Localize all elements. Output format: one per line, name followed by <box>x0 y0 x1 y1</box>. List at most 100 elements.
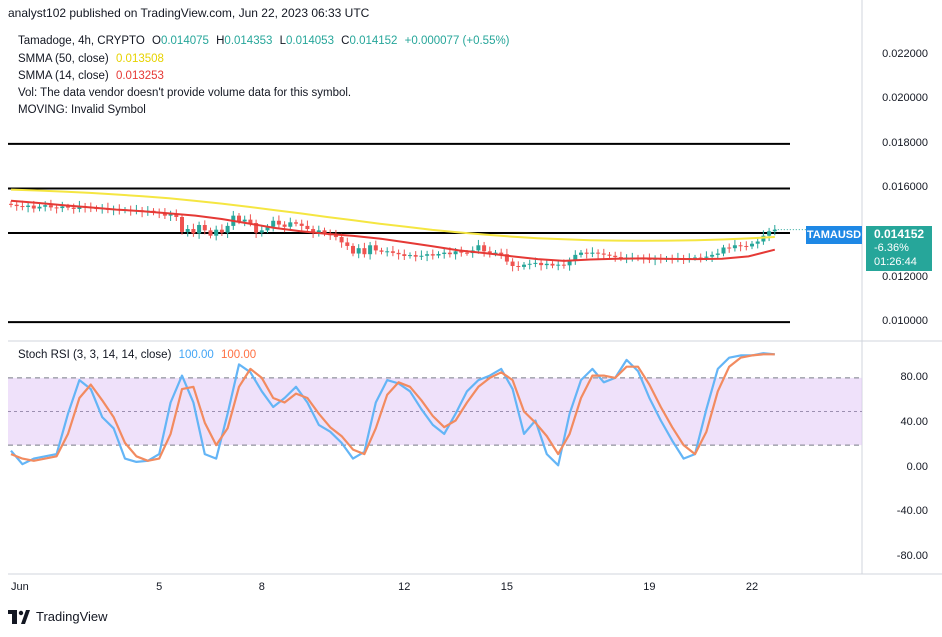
price-axis-tick: 0.012000 <box>882 270 928 283</box>
smma14-label: SMMA (14, close) <box>18 70 109 82</box>
candle-body <box>504 254 509 262</box>
candle-body <box>447 252 452 255</box>
tradingview-logo-icon <box>8 609 30 624</box>
candle-body <box>60 206 65 209</box>
candle-body <box>408 255 412 257</box>
candle-body <box>345 242 350 246</box>
time-axis-tick: 15 <box>500 581 514 593</box>
candle-body <box>550 263 555 266</box>
candle-body <box>476 245 481 251</box>
candle-body <box>248 219 253 223</box>
candle-body <box>14 204 19 207</box>
candle-body <box>413 255 418 257</box>
candle-body <box>197 225 202 234</box>
stoch-legend: Stoch RSI (3, 3, 14, 14, close) 100.00 1… <box>18 349 260 361</box>
candle-body <box>727 247 732 249</box>
candle-body <box>368 245 373 255</box>
candle-body <box>510 261 515 267</box>
candle-body <box>436 253 441 256</box>
low-value: 0.014053 <box>286 35 334 47</box>
stoch-axis-tick: -80.00 <box>896 550 928 563</box>
price-axis-tick: 0.022000 <box>882 47 928 60</box>
candle-body <box>66 206 70 208</box>
close-label: C <box>341 35 350 47</box>
low-label: L <box>279 35 286 47</box>
stoch-k-line <box>10 352 775 467</box>
candle-body <box>71 207 76 209</box>
candle-body <box>419 255 424 257</box>
time-axis-tick: Jun <box>11 581 29 593</box>
price-axis-tick: 0.020000 <box>882 92 928 105</box>
candle-body <box>425 254 430 256</box>
candle-body <box>265 226 270 231</box>
candle-body <box>362 248 367 255</box>
candle-body <box>596 252 601 254</box>
candle-body <box>544 263 549 266</box>
candle-body <box>590 252 595 254</box>
candle-body <box>693 257 697 259</box>
candle-body <box>744 245 749 247</box>
stoch-axis-tick: -40.00 <box>896 505 928 518</box>
high-label: H <box>216 35 225 47</box>
candle-body <box>379 250 384 252</box>
candle-body <box>180 216 184 232</box>
candle-body <box>185 229 190 232</box>
candle-body <box>31 205 36 209</box>
candle-body <box>516 266 521 268</box>
tradingview-footer[interactable]: TradingView <box>8 609 108 624</box>
candle-body <box>9 203 13 205</box>
candle-body <box>430 254 435 256</box>
candle-body <box>37 206 42 209</box>
candle-body <box>556 264 561 266</box>
candle-body <box>162 213 167 216</box>
moving-notice: MOVING: Invalid Symbol <box>18 104 146 116</box>
candle-body <box>333 235 338 238</box>
footer-brand: TradingView <box>36 609 108 624</box>
smma50-label: SMMA (50, close) <box>18 53 109 65</box>
candle-body <box>561 264 566 266</box>
candle-body <box>539 262 544 266</box>
candle-body <box>174 214 179 217</box>
open-value: 0.014075 <box>160 35 209 47</box>
candle-body <box>254 223 259 233</box>
symbol-line: Tamadoge, 4h, CRYPTO <box>18 35 145 47</box>
change-value: +0.000077 (+0.55%) <box>404 35 510 47</box>
candle-body <box>351 245 355 254</box>
candle-body <box>390 251 395 253</box>
stoch-k-value: 100.00 <box>178 349 214 361</box>
time-axis-tick: 22 <box>745 581 759 593</box>
candle-body <box>225 225 230 233</box>
smma14-line <box>10 199 776 262</box>
candle-body <box>584 252 589 254</box>
close-value: 0.014152 <box>349 35 398 47</box>
candle-body <box>294 222 298 224</box>
candle-body <box>499 252 504 255</box>
candle-body <box>202 225 207 231</box>
candle-body <box>208 230 213 236</box>
candle-body <box>305 225 310 230</box>
bar-countdown: 01:26:44 <box>874 256 917 268</box>
candle-body <box>214 229 219 236</box>
candle-body <box>356 248 361 254</box>
candle-body <box>710 254 715 257</box>
candle-body <box>402 254 407 256</box>
candle-body <box>396 252 401 255</box>
price-axis-tick: 0.010000 <box>882 315 928 328</box>
candle-body <box>219 229 224 233</box>
candle-body <box>373 245 378 251</box>
candle-body <box>385 251 390 253</box>
candle-body <box>772 229 777 232</box>
candle-body <box>618 257 623 259</box>
price-axis-tick: 0.018000 <box>882 136 928 149</box>
candle-body <box>579 252 583 255</box>
time-axis-tick: 19 <box>643 581 656 593</box>
candle-body <box>533 262 538 264</box>
last-price-box: 0.014152 -6.36% 01:26:44 <box>866 226 932 271</box>
candle-body <box>237 215 241 222</box>
stoch-d-line <box>10 353 775 462</box>
candle-body <box>465 252 469 254</box>
smma50-legend: SMMA (50, close) 0.013508 <box>18 53 168 65</box>
smma50-value: 0.013508 <box>115 53 164 65</box>
high-value: 0.014353 <box>224 35 273 47</box>
